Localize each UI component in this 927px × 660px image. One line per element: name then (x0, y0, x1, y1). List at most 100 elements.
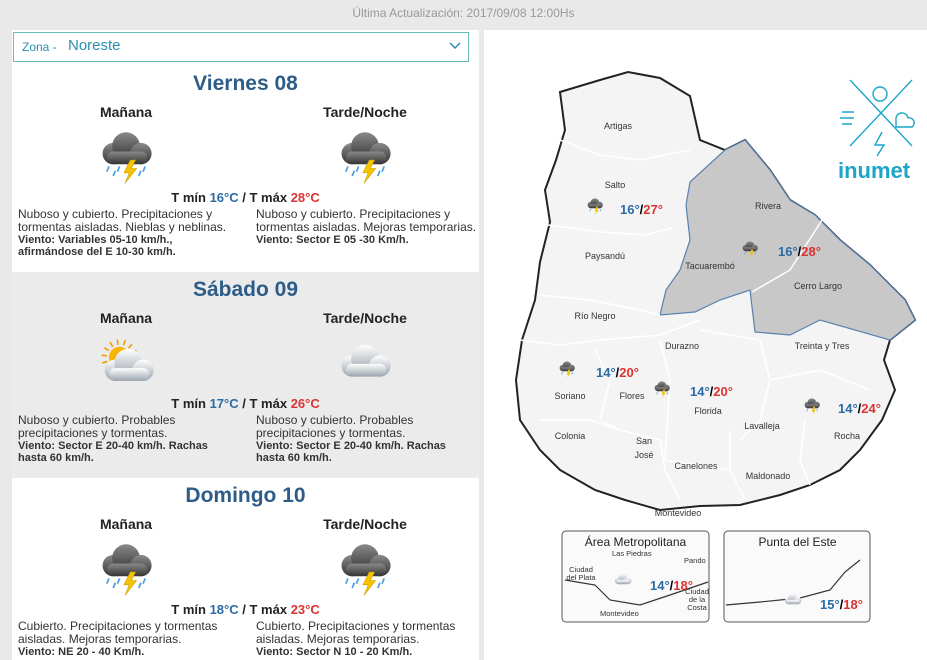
wind-text: Viento: Sector E 20-40 km/h. Rachas hast… (18, 440, 208, 464)
weather-icon (333, 540, 397, 598)
temp-max: 18° (673, 578, 693, 593)
temp-min: 14° (838, 401, 858, 416)
graphic (106, 166, 110, 173)
graphic (786, 599, 800, 605)
graphic (449, 42, 461, 50)
graphic (804, 398, 820, 409)
graphic (560, 367, 574, 372)
graphic (816, 408, 818, 412)
region-label: Florida (694, 406, 722, 416)
temp-min: 18°C (209, 602, 239, 617)
inset-temp: 15°/18° (820, 597, 863, 612)
graphic (345, 166, 349, 173)
graphic (109, 341, 114, 348)
graphic (345, 363, 387, 377)
text: / (242, 602, 246, 617)
map-temp: 16°/27° (620, 202, 663, 217)
graphic (742, 241, 758, 258)
graphic (108, 368, 150, 381)
temp-max: 20° (619, 365, 639, 380)
temp-min: 16° (778, 244, 798, 259)
dropdown-arrow (448, 39, 462, 58)
graphic (872, 86, 888, 102)
map-icon (557, 360, 593, 394)
forecast-text: Cubierto. Precipitaciones y tormentas ai… (256, 619, 456, 646)
zone-select[interactable]: Zona - Noreste (13, 32, 469, 62)
day-title: Viernes 08 (193, 72, 298, 95)
graphic (123, 159, 138, 184)
region-label: Rivera (754, 201, 781, 211)
inset-icon (782, 592, 818, 620)
graphic (341, 544, 391, 596)
graphic (594, 349, 621, 431)
graphic (561, 371, 563, 375)
graphic (805, 404, 819, 409)
text: T mín (171, 190, 206, 205)
graphic (655, 387, 669, 392)
graphic (804, 398, 820, 415)
region-label: Salto (604, 180, 626, 190)
graphic (362, 159, 377, 184)
region-label: Colonia (554, 431, 586, 441)
graphic (102, 132, 152, 165)
period-name: Mañana (99, 104, 153, 120)
day-section: Sábado 09 Mañana Nuboso y cubierto. Probab… (12, 272, 479, 478)
graphic (345, 166, 385, 177)
graphic (341, 344, 391, 377)
text: / (615, 365, 620, 380)
map: Artigas Salto Rivera Paysandú Tacuarembó Cerr… (484, 30, 927, 660)
region-label: Rocha (833, 431, 860, 441)
wind-text: Viento: Sector N 10 - 20 Km/h. (256, 646, 413, 658)
text: T máx (249, 190, 288, 205)
map-icon (740, 240, 776, 274)
graphic (749, 249, 754, 258)
period-name: Tarde/Noche (323, 104, 407, 120)
temp-min: 16° (620, 202, 640, 217)
graphic (564, 559, 861, 606)
wind-text: Viento: Variables 05-10 km/h., afirmándo… (18, 234, 176, 258)
inset-title: Área Metropolitana (584, 535, 687, 549)
map-temp: 14°/24° (838, 401, 881, 416)
place-label: Las Piedras (612, 549, 652, 558)
graphic (804, 398, 820, 409)
graphic (127, 343, 133, 349)
graphic (377, 582, 381, 589)
forecast-text: Nuboso y cubierto. Probables precipitaci… (18, 413, 176, 440)
region-label: San José (634, 436, 654, 460)
temp-min: 14° (596, 365, 616, 380)
graphic (539, 294, 661, 316)
region-label: Canelones (674, 461, 718, 471)
graphic (138, 170, 142, 177)
logo-text: inumet (838, 158, 911, 183)
text: / (857, 401, 862, 416)
map-icon (652, 380, 688, 414)
region-label: Artigas (603, 121, 632, 131)
graphic (614, 573, 632, 585)
region-label: Río Negro (574, 311, 616, 321)
temp-max: 20° (713, 384, 733, 399)
forecast-text: Nuboso y cubierto. Precipitaciones y tor… (18, 207, 227, 234)
region-label: Durazno (664, 341, 700, 351)
graphic (587, 198, 603, 209)
graphic (571, 371, 573, 375)
inset-icon (612, 572, 648, 600)
day-section: Viernes 08 Mañana Nuboso y cubierto. Preci… (12, 66, 479, 272)
zone-label: Zona - (22, 40, 57, 54)
graphic (744, 251, 756, 255)
graphic (112, 582, 117, 589)
graphic (102, 132, 152, 165)
region-label: Flores (619, 391, 645, 401)
graphic (661, 389, 666, 398)
text: / (242, 396, 246, 411)
weather-icon (94, 334, 158, 392)
graphic (362, 571, 377, 596)
graphic (723, 530, 871, 623)
graphic (654, 381, 670, 392)
graphic (102, 132, 152, 184)
text: / (639, 202, 644, 217)
day-title: Domingo 10 (185, 484, 306, 507)
graphic (751, 219, 823, 293)
graphic (744, 251, 746, 255)
graphic (664, 459, 731, 471)
